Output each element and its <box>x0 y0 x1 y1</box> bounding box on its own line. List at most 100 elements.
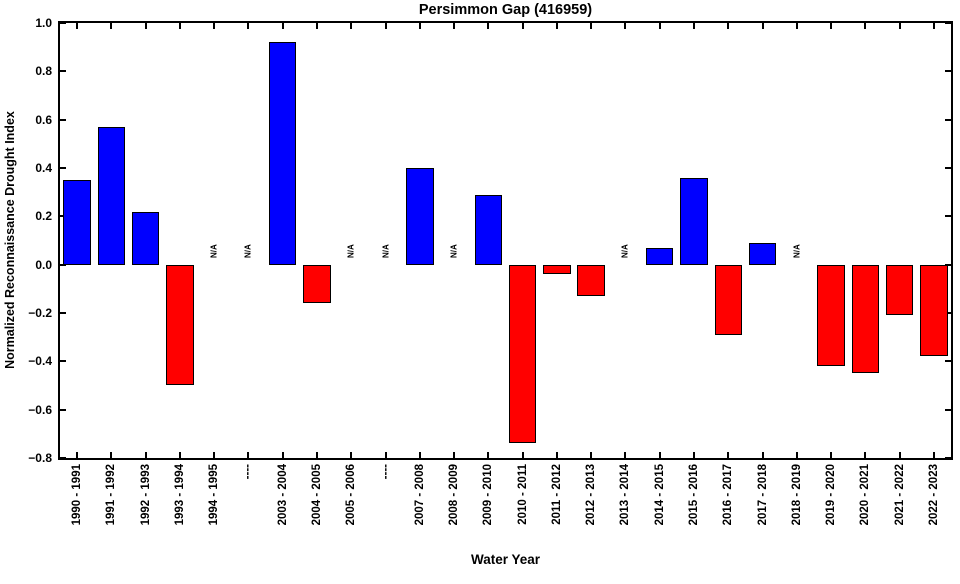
y-tick-left <box>60 215 66 218</box>
x-tick-top <box>453 23 456 29</box>
y-tick-label: 0.6 <box>35 112 52 127</box>
y-tick-right <box>945 167 951 169</box>
x-tick-top <box>555 23 558 29</box>
y-tick-label: 0.4 <box>35 161 52 175</box>
x-tick-label: 1992 - 1993 <box>139 464 152 526</box>
x-tick-top <box>76 23 79 29</box>
x-tick-label: 1993 - 1994 <box>173 464 186 526</box>
y-tick-label: −0.6 <box>28 402 52 417</box>
x-tick-label: 2009 - 2010 <box>482 464 495 526</box>
x-tick-bottom <box>624 452 627 458</box>
x-tick-top <box>178 23 181 29</box>
y-tick-right <box>945 360 951 363</box>
bar-2007-2008 <box>406 168 434 265</box>
x-tick-label: 2010 - 2011 <box>516 464 529 525</box>
x-tick-bottom <box>316 452 319 458</box>
x-tick-bottom <box>761 452 764 458</box>
bar-2014-2015 <box>646 247 674 265</box>
na-label: N/A <box>792 243 802 258</box>
bar-2004-2005 <box>303 264 331 304</box>
x-tick-label: 2011 - 2012 <box>550 464 563 525</box>
bar-2010-2011 <box>508 264 537 444</box>
x-tick-label: ---- <box>242 464 255 480</box>
x-tick-bottom <box>898 452 901 458</box>
x-tick-label: 2007 - 2008 <box>413 464 426 526</box>
x-tick-bottom <box>76 452 79 458</box>
y-tick-left <box>60 167 66 169</box>
x-tick-label: ---- <box>379 464 392 480</box>
y-axis-title: Normalized Reconnaissance Drought Index <box>3 111 17 369</box>
x-tick-bottom <box>521 452 524 458</box>
x-tick-top <box>898 23 901 29</box>
bar-1992-1993 <box>131 211 160 265</box>
x-tick-label: 2016 - 2017 <box>722 464 735 526</box>
x-tick-label: 2014 - 2015 <box>653 464 666 526</box>
x-tick-label: 2008 - 2009 <box>448 464 461 526</box>
x-tick-label: 2017 - 2018 <box>756 464 769 526</box>
na-label: N/A <box>381 243 391 258</box>
y-tick-right <box>945 263 951 266</box>
y-tick-label: 1.0 <box>35 16 52 30</box>
x-tick-top <box>418 23 421 29</box>
bar-2003-2004 <box>269 42 297 265</box>
x-tick-label: 2005 - 2006 <box>345 464 358 526</box>
x-tick-label: 1991 - 1992 <box>105 464 118 526</box>
bar-2017-2018 <box>748 242 777 265</box>
x-tick-label: 2021 - 2022 <box>893 464 906 526</box>
y-tick-label: −0.2 <box>28 306 52 320</box>
x-tick-top <box>521 23 524 29</box>
y-tick-right <box>945 457 951 459</box>
x-tick-label: 2013 - 2014 <box>619 464 632 526</box>
bar-2022-2023 <box>920 264 948 357</box>
bar-2011-2012 <box>543 264 571 275</box>
na-label: N/A <box>243 243 253 258</box>
y-tick-label: −0.4 <box>28 354 52 369</box>
y-tick-label: 0.0 <box>35 257 52 272</box>
x-tick-top <box>384 23 387 29</box>
bar-2019-2020 <box>817 264 845 367</box>
x-tick-bottom <box>110 452 113 458</box>
x-tick-bottom <box>830 452 833 458</box>
x-tick-bottom <box>384 452 387 458</box>
x-tick-bottom <box>795 452 798 458</box>
bar-1993-1994 <box>166 264 194 386</box>
x-tick-top <box>316 23 319 29</box>
x-tick-top <box>692 23 695 29</box>
y-tick-right <box>945 215 951 218</box>
x-tick-bottom <box>658 452 661 458</box>
x-tick-bottom <box>281 452 284 458</box>
x-tick-top <box>658 23 661 29</box>
plot-area-border <box>58 21 953 460</box>
x-tick-bottom <box>555 452 558 458</box>
bar-2012-2013 <box>577 264 605 297</box>
y-tick-label: 0.2 <box>35 209 52 224</box>
x-tick-bottom <box>727 452 730 458</box>
x-tick-bottom <box>487 452 490 458</box>
x-tick-bottom <box>350 452 353 458</box>
bar-2009-2010 <box>474 194 503 265</box>
y-tick-left <box>60 22 66 24</box>
x-tick-label: 2022 - 2023 <box>927 464 940 526</box>
x-tick-bottom <box>213 452 216 458</box>
x-tick-bottom <box>247 452 250 458</box>
x-tick-bottom <box>453 452 456 458</box>
y-tick-left <box>60 118 66 121</box>
x-tick-top <box>144 23 147 29</box>
na-label: N/A <box>620 243 630 258</box>
x-tick-top <box>247 23 250 29</box>
y-tick-right <box>945 70 951 73</box>
x-tick-top <box>624 23 627 29</box>
x-tick-label: 1990 - 1991 <box>71 464 84 526</box>
x-tick-bottom <box>692 452 695 458</box>
x-tick-top <box>761 23 764 29</box>
bar-2015-2016 <box>680 177 708 265</box>
y-tick-left <box>60 312 66 314</box>
x-tick-top <box>795 23 798 29</box>
x-tick-top <box>487 23 490 29</box>
x-tick-top <box>281 23 284 29</box>
x-tick-label: 2004 - 2005 <box>311 464 324 526</box>
y-tick-right <box>945 312 951 314</box>
x-tick-top <box>590 23 593 29</box>
x-tick-label: 2018 - 2019 <box>790 464 803 526</box>
